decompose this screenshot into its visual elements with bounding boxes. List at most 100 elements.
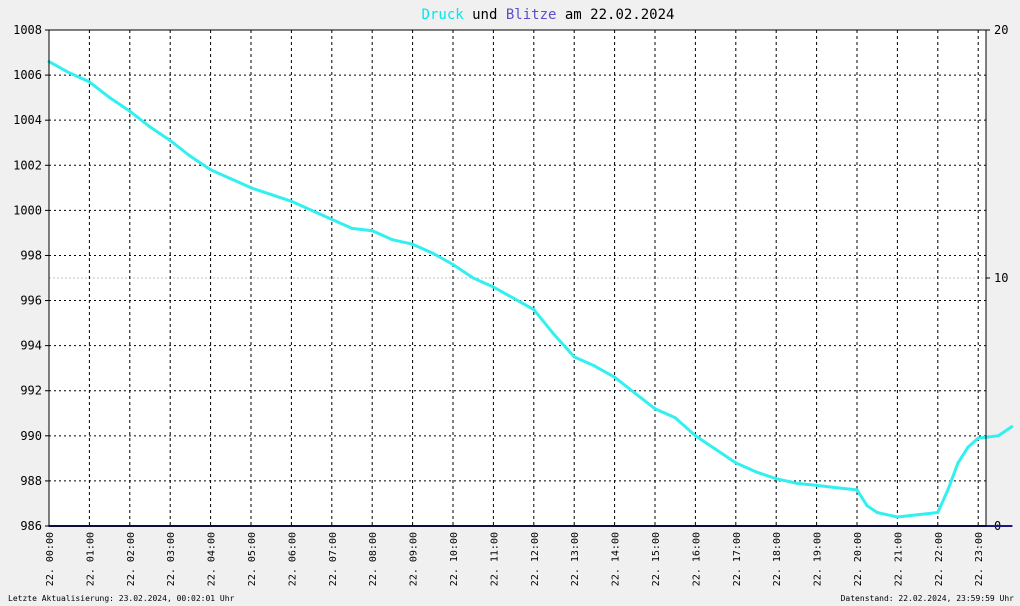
druck-point — [966, 445, 970, 449]
druck-point — [532, 308, 536, 312]
druck-point — [188, 154, 192, 158]
druck-point — [956, 461, 960, 465]
x-tick-label: 22. 19:00 — [813, 532, 824, 586]
x-axis: 22. 00:00 22. 01:00 22. 02:00 22. 03:00 22. … — [45, 532, 985, 586]
druck-point — [87, 80, 91, 84]
x-tick-label: 22. 06:00 — [287, 532, 298, 586]
x-tick-label: 22. 01:00 — [85, 532, 96, 586]
series-druck-line — [47, 60, 1014, 519]
y-left-tick-label: 996 — [20, 294, 42, 308]
druck-point — [310, 208, 314, 212]
y-right-tick-label: 10 — [994, 271, 1008, 285]
x-tick-label: 22. 09:00 — [409, 532, 420, 586]
y-left-tick-label: 986 — [20, 519, 42, 533]
druck-point — [714, 447, 718, 451]
druck-point — [865, 504, 869, 508]
druck-point — [835, 486, 839, 490]
x-tick-label: 22. 15:00 — [651, 532, 662, 586]
druck-point — [269, 193, 273, 197]
druck-point — [67, 71, 71, 75]
druck-point — [552, 332, 556, 336]
druck-point — [633, 391, 637, 395]
druck-point — [491, 285, 495, 289]
y-left-tick-label: 1002 — [13, 158, 42, 172]
y-left-tick-label: 1008 — [13, 23, 42, 37]
x-tick-label: 22. 10:00 — [449, 532, 460, 586]
druck-point — [289, 199, 293, 203]
title-date: am 22.02.2024 — [556, 7, 674, 23]
chart-title: Druck und Blitze am 22.02.2024 — [422, 7, 675, 23]
druck-point — [754, 470, 758, 474]
druck-point — [1010, 425, 1014, 429]
plot-frame — [48, 29, 987, 527]
x-tick-label: 22. 02:00 — [126, 532, 137, 586]
y-left-tick-label: 994 — [20, 339, 42, 353]
x-tick-label: 22. 20:00 — [853, 532, 864, 586]
title-und: und — [464, 7, 506, 23]
x-tick-label: 22. 17:00 — [732, 532, 743, 586]
y-left-tick-label: 1000 — [13, 203, 42, 217]
x-tick-label: 22. 18:00 — [772, 532, 783, 586]
x-tick-label: 22. 05:00 — [247, 532, 258, 586]
title-druck: Druck — [422, 7, 465, 23]
y-right-tick-label: 20 — [994, 23, 1008, 37]
druck-point — [108, 96, 112, 100]
title-blitze: Blitze — [506, 7, 557, 23]
druck-point — [512, 296, 516, 300]
druck-point — [128, 109, 132, 113]
druck-point — [209, 168, 213, 172]
druck-point — [249, 186, 253, 190]
druck-point — [229, 177, 233, 181]
x-tick-label: 22. 03:00 — [166, 532, 177, 586]
druck-point — [370, 229, 374, 233]
druck-point — [815, 483, 819, 487]
x-tick-label: 22. 14:00 — [611, 532, 622, 586]
x-tick-label: 22. 04:00 — [207, 532, 218, 586]
druck-point — [855, 488, 859, 492]
x-tick-label: 22. 22:00 — [934, 532, 945, 586]
druck-point — [916, 513, 920, 517]
druck-point — [936, 511, 940, 514]
druck-point — [168, 139, 172, 142]
x-tick-label: 22. 08:00 — [368, 532, 379, 586]
x-tick-label: 22. 16:00 — [691, 532, 702, 586]
druck-point — [390, 238, 394, 242]
druck-point — [592, 364, 596, 368]
y-left-tick-label: 990 — [20, 429, 42, 443]
y-left-tick-label: 992 — [20, 384, 42, 398]
druck-point — [572, 355, 576, 359]
x-tick-label: 22. 12:00 — [530, 532, 541, 586]
druck-point — [774, 477, 778, 481]
x-tick-label: 22. 23:00 — [974, 532, 985, 586]
y-left-tick-label: 1004 — [13, 113, 42, 127]
x-tick-label: 22. 00:00 — [45, 532, 56, 586]
y-left-tick-label: 1006 — [13, 68, 42, 82]
grid-lines — [49, 30, 986, 526]
druck-point — [673, 416, 677, 420]
footer-last-update: Letzte Aktualisierung: 23.02.2024, 00:02… — [8, 594, 235, 603]
y-axis-left: 1008 1006 1004 1002 1000 998 996 994 992 990 988 98… — [13, 23, 49, 533]
druck-point — [330, 217, 334, 221]
y-left-tick-label: 998 — [20, 248, 42, 262]
footer-data-status: Datenstand: 22.02.2024, 23:59:59 Uhr — [841, 594, 1015, 603]
y-left-tick-label: 988 — [20, 474, 42, 488]
druck-point — [996, 434, 1000, 438]
x-tick-label: 22. 11:00 — [489, 532, 500, 586]
druck-point — [946, 488, 950, 492]
druck-point — [653, 407, 657, 411]
druck-point — [976, 436, 980, 440]
druck-point — [895, 515, 899, 519]
x-tick-label: 22. 07:00 — [328, 532, 339, 586]
druck-point — [734, 461, 738, 465]
x-tick-label: 22. 21:00 — [893, 532, 904, 586]
druck-point — [471, 276, 475, 280]
druck-point — [451, 263, 455, 266]
druck-point — [693, 434, 697, 438]
druck-point — [411, 242, 415, 246]
druck-point — [613, 375, 617, 379]
druck-point — [431, 251, 435, 255]
x-tick-label: 22. 13:00 — [570, 532, 581, 586]
druck-point — [875, 511, 879, 514]
